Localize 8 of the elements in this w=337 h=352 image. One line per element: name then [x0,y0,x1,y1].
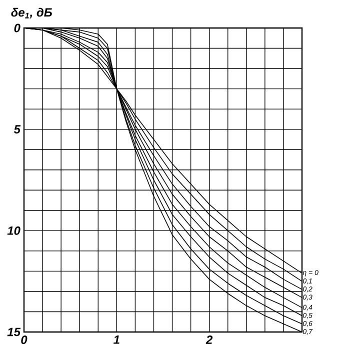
x-tick-label: 1 [114,336,120,344]
y-tick-label: 5 [14,125,21,134]
y-tick-label: 10 [7,226,20,235]
y-axis-title: δe$_{1}$, дБ [11,8,52,18]
y-tick-label: 15 [7,328,21,336]
x-tick-label: 0 [21,336,28,344]
y-tick-label: 0 [14,24,20,32]
x-tick-label: 2 [206,336,213,344]
